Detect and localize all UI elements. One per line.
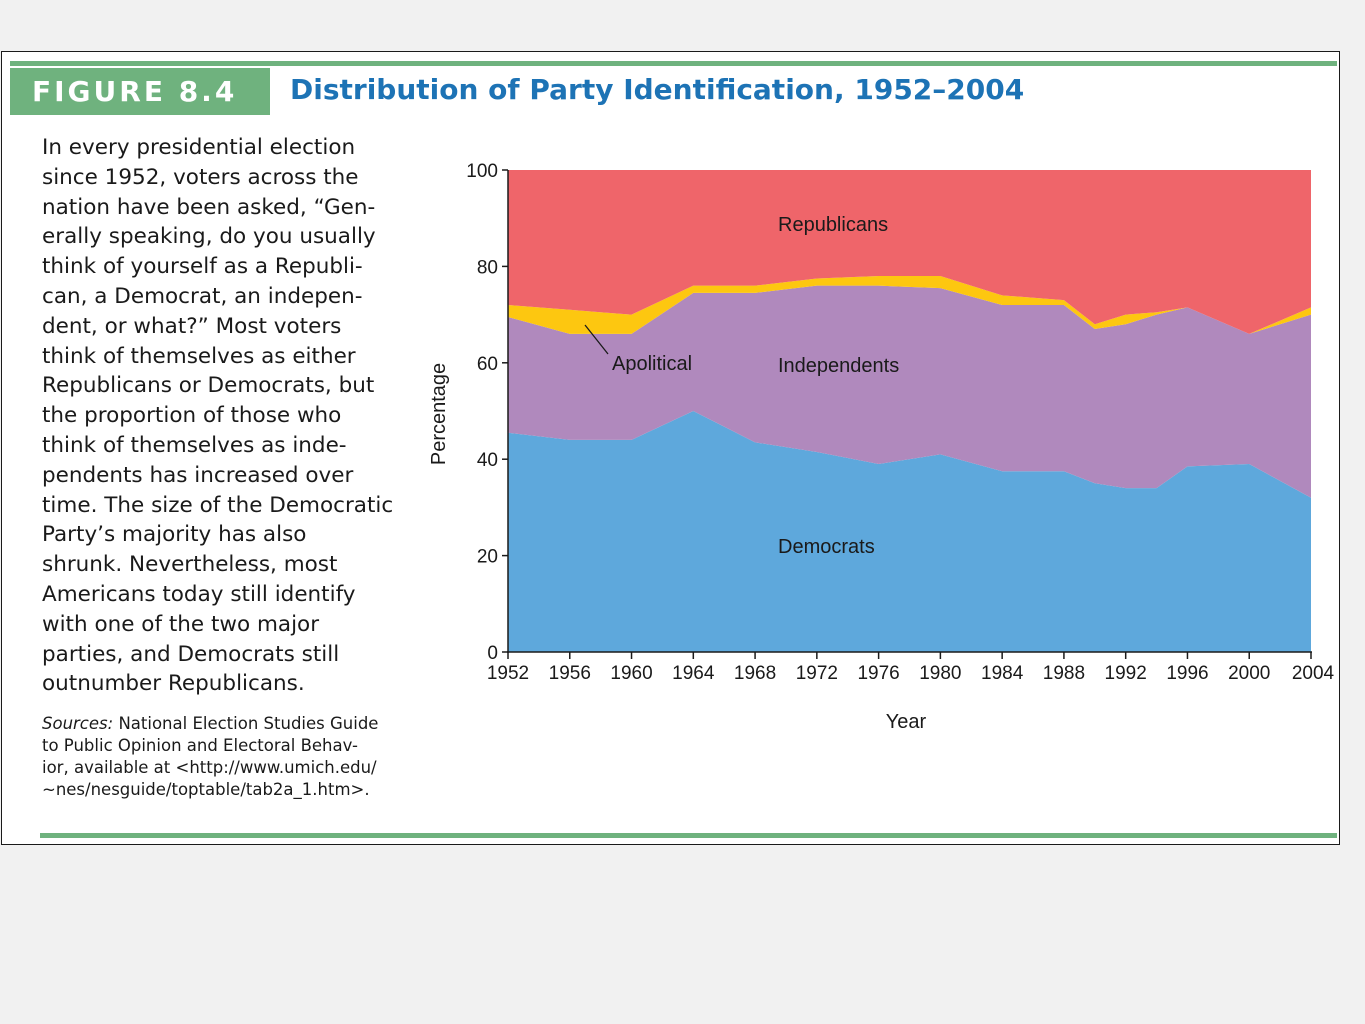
x-tick-label: 1988: [1043, 663, 1085, 684]
figure-caption: In every presidential election since 195…: [42, 133, 407, 699]
bottom-accent-rule: [40, 833, 1337, 838]
series-label-apolitical: Apolitical: [612, 353, 692, 375]
series-label-democrats: Democrats: [778, 536, 875, 558]
y-tick-label: 20: [477, 547, 498, 568]
y-tick-label: 40: [477, 450, 498, 471]
sources-line: National Election Studies Guide: [118, 714, 379, 733]
area-independents: [508, 285, 1311, 498]
area-democrats: [508, 411, 1311, 652]
x-tick-label: 1996: [1166, 663, 1208, 684]
x-tick-label: 1972: [796, 663, 838, 684]
series-label-republicans: Republicans: [778, 214, 888, 236]
x-axis-label: Year: [886, 711, 927, 733]
series-label-independents: Independents: [778, 355, 899, 377]
area-apolitical: [508, 276, 1311, 334]
x-tick-label: 1968: [734, 663, 776, 684]
caption-line: In every presidential election: [42, 135, 356, 160]
caption-line: shrunk. Nevertheless, most: [42, 552, 338, 578]
stacked-areas: [508, 170, 1311, 652]
x-tick-label: 1992: [1105, 663, 1147, 684]
caption-line: erally speaking, do you usually: [42, 224, 376, 250]
x-tick-label: 1956: [549, 663, 591, 684]
caption-line: with one of the two major: [42, 611, 320, 637]
chart-axes: [502, 169, 1312, 659]
caption-line: Republicans or Democrats, but: [42, 373, 375, 399]
caption-line: Americans today still identify: [42, 581, 356, 607]
x-tick-label: 2004: [1292, 663, 1335, 684]
caption-line: pendents has increased over: [42, 462, 354, 488]
caption-line: parties, and Democrats still: [42, 641, 340, 667]
x-tick-label: 1960: [610, 663, 652, 684]
caption-line: nation have been asked, “Gen-: [42, 194, 376, 220]
caption-line: Party’s majority has also: [42, 522, 307, 548]
sources-line: ~nes/nesguide/toptable/tab2a_1.htm>.: [42, 780, 370, 799]
caption-line: can, a Democrat, an indepen-: [42, 283, 363, 309]
caption-line: outnumber Republicans.: [42, 671, 305, 697]
apolitical-leader-line: [584, 324, 609, 355]
sources-note: Sources: National Election Studies Guide…: [42, 713, 412, 801]
sources-line: to Public Opinion and Electoral Behav-: [42, 736, 358, 755]
y-tick-label: 0: [487, 643, 498, 664]
y-axis-label: Percentage: [428, 363, 450, 465]
sources-label: Sources:: [42, 714, 114, 733]
caption-line: time. The size of the Democratic: [42, 492, 394, 518]
area-republicans: [508, 170, 1311, 334]
top-accent-rule: [10, 61, 1337, 66]
caption-line: think of yourself as a Republi-: [42, 254, 363, 280]
caption-line: think of themselves as either: [42, 343, 356, 369]
caption-line: think of themselves as inde-: [42, 432, 347, 458]
y-tick-label: 80: [477, 257, 498, 278]
figure-title: Distribution of Party Identification, 19…: [290, 73, 1025, 106]
sources-line: ior, available at <http://www.umich.edu/: [42, 758, 377, 777]
x-tick-label: 1984: [981, 663, 1024, 684]
x-tick-label: 1952: [487, 663, 529, 684]
y-tick-label: 100: [466, 161, 498, 182]
x-tick-label: 1964: [672, 663, 715, 684]
x-tick-label: 1976: [857, 663, 899, 684]
series-labels: Republicans Independents Apolitical Democra…: [584, 214, 899, 558]
x-tick-label: 2000: [1228, 663, 1270, 684]
tick-labels: 0 20 40 60 80 100 1952 1956 1960 1964 1968 1972 1976…: [466, 161, 1334, 684]
x-tick-label: 1980: [919, 663, 961, 684]
caption-line: dent, or what?” Most voters: [42, 313, 342, 339]
figure-label: FIGURE 8.4: [10, 68, 270, 115]
caption-line: the proportion of those who: [42, 403, 342, 429]
caption-line: since 1952, voters across the: [42, 164, 359, 190]
y-tick-label: 60: [477, 354, 498, 375]
